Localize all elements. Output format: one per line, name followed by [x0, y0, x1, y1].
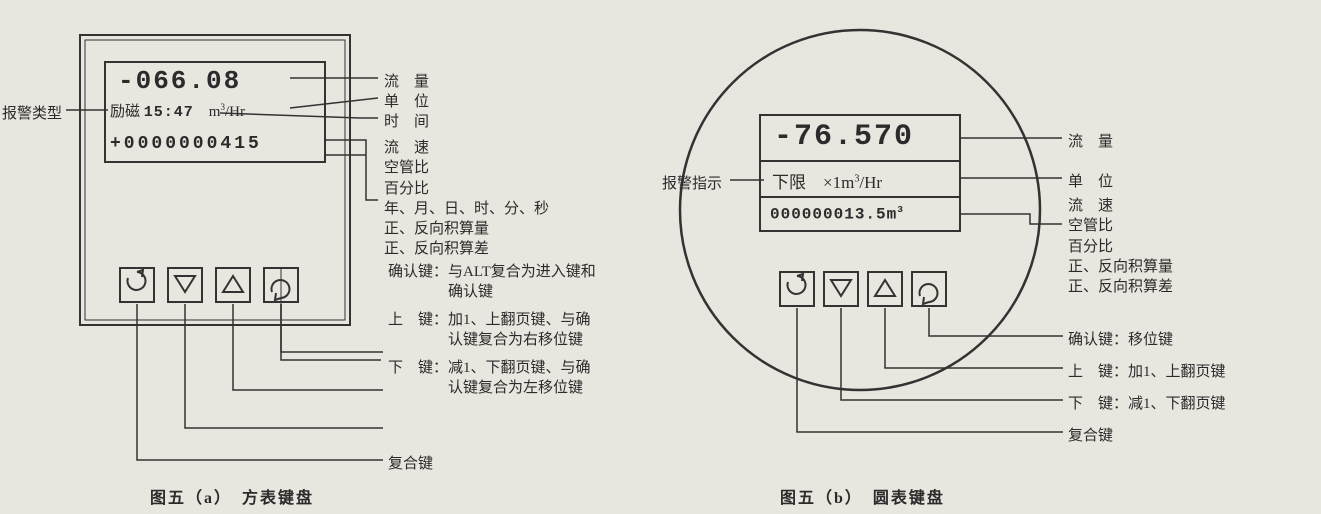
rd-flow-value: -76.570	[774, 120, 914, 154]
rd-label-flow: 流 量	[1068, 130, 1113, 151]
sq-key-compound: 复合键	[388, 452, 433, 473]
rd-unit: ×1m3/Hr	[823, 173, 882, 192]
rd-accum: 000000013.5m3	[770, 204, 904, 223]
sq-caption: 图五（a） 方表键盘	[150, 484, 314, 508]
sq-btn-up[interactable]	[216, 268, 250, 302]
sq-label-flow: 流 量	[384, 70, 429, 91]
sq-btn-compound[interactable]	[120, 268, 154, 302]
sq-unit: m3/Hr	[209, 104, 245, 120]
rd-label-multiline: 流 速空管比百分比正、反向积算量正、反向积算差	[1068, 196, 1173, 297]
rd-label-unit: 单 位	[1068, 170, 1113, 191]
sq-label-time: 时 间	[384, 110, 429, 131]
rd-btn-compound[interactable]	[780, 272, 814, 306]
sq-label-alarm-type: 报警类型	[2, 102, 62, 123]
sq-accum: +0000000415	[110, 134, 262, 154]
sq-key-down: 下 键：减1、下翻页键、与确 认键复合为左移位键	[388, 358, 591, 399]
sq-label-multiline: 流 速空管比百分比年、月、日、时、分、秒正、反向积算量正、反向积算差	[384, 138, 549, 260]
rd-status: 下限	[772, 173, 806, 192]
sq-flow-value: -066.08	[118, 66, 241, 96]
rd-key-up: 上 键：加1、上翻页键	[1068, 360, 1226, 381]
sq-time: 15:47	[144, 104, 194, 121]
rd-btn-confirm[interactable]	[912, 272, 946, 306]
rd-key-confirm: 确认键：移位键	[1068, 328, 1173, 349]
sq-key-up: 上 键：加1、上翻页键、与确 认键复合为右移位键	[388, 310, 591, 351]
rd-key-compound: 复合键	[1068, 424, 1113, 445]
sq-status-prefix: 励磁	[110, 104, 140, 120]
rd-btn-up[interactable]	[868, 272, 902, 306]
rd-label-alarm: 报警指示	[662, 172, 722, 193]
rd-key-down: 下 键：减1、下翻页键	[1068, 392, 1226, 413]
sq-btn-confirm[interactable]	[264, 268, 298, 302]
sq-key-confirm: 确认键：与ALT复合为进入键和 确认键	[388, 262, 596, 303]
sq-label-unit: 单 位	[384, 90, 429, 111]
rd-btn-down[interactable]	[824, 272, 858, 306]
rd-caption: 图五（b） 圆表键盘	[780, 484, 945, 508]
sq-btn-down[interactable]	[168, 268, 202, 302]
